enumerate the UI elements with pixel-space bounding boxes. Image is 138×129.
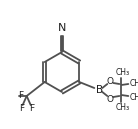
Text: CH₃: CH₃: [115, 68, 129, 77]
Text: F: F: [29, 104, 34, 113]
Text: CH₃: CH₃: [129, 92, 138, 102]
Text: B: B: [96, 85, 103, 95]
Text: O: O: [107, 76, 114, 86]
Text: O: O: [107, 95, 114, 103]
Text: CH₃: CH₃: [115, 103, 129, 112]
Text: N: N: [58, 23, 66, 33]
Text: F: F: [18, 91, 24, 99]
Text: CH₃: CH₃: [129, 79, 138, 87]
Text: F: F: [19, 104, 24, 113]
